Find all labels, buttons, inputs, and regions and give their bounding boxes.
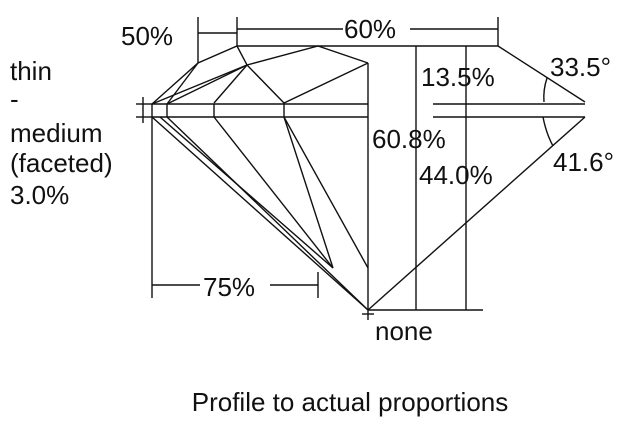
- girdle-label-faceted: (faceted): [10, 148, 113, 178]
- crown-height-label: 50%: [121, 21, 173, 51]
- pavilion-angle-label: 41.6°: [553, 147, 614, 177]
- crown-depth-label: 13.5%: [421, 62, 495, 92]
- total-depth-label: 60.8%: [372, 124, 446, 154]
- culet-label: none: [375, 316, 433, 346]
- girdle-label-percent: 3.0%: [10, 180, 69, 210]
- dimension-lines: [136, 17, 554, 320]
- diamond-outline: [151, 45, 586, 311]
- girdle-label-thin: thin: [10, 56, 52, 86]
- crown-angle-label: 33.5°: [550, 52, 611, 82]
- pavilion-depth-label: 44.0%: [419, 160, 493, 190]
- caption: Profile to actual proportions: [192, 387, 509, 417]
- girdle-label-dash: -: [10, 84, 19, 114]
- girdle-label-medium: medium: [10, 118, 102, 148]
- lower-half-label: 75%: [203, 272, 255, 302]
- table-label: 60%: [344, 14, 396, 44]
